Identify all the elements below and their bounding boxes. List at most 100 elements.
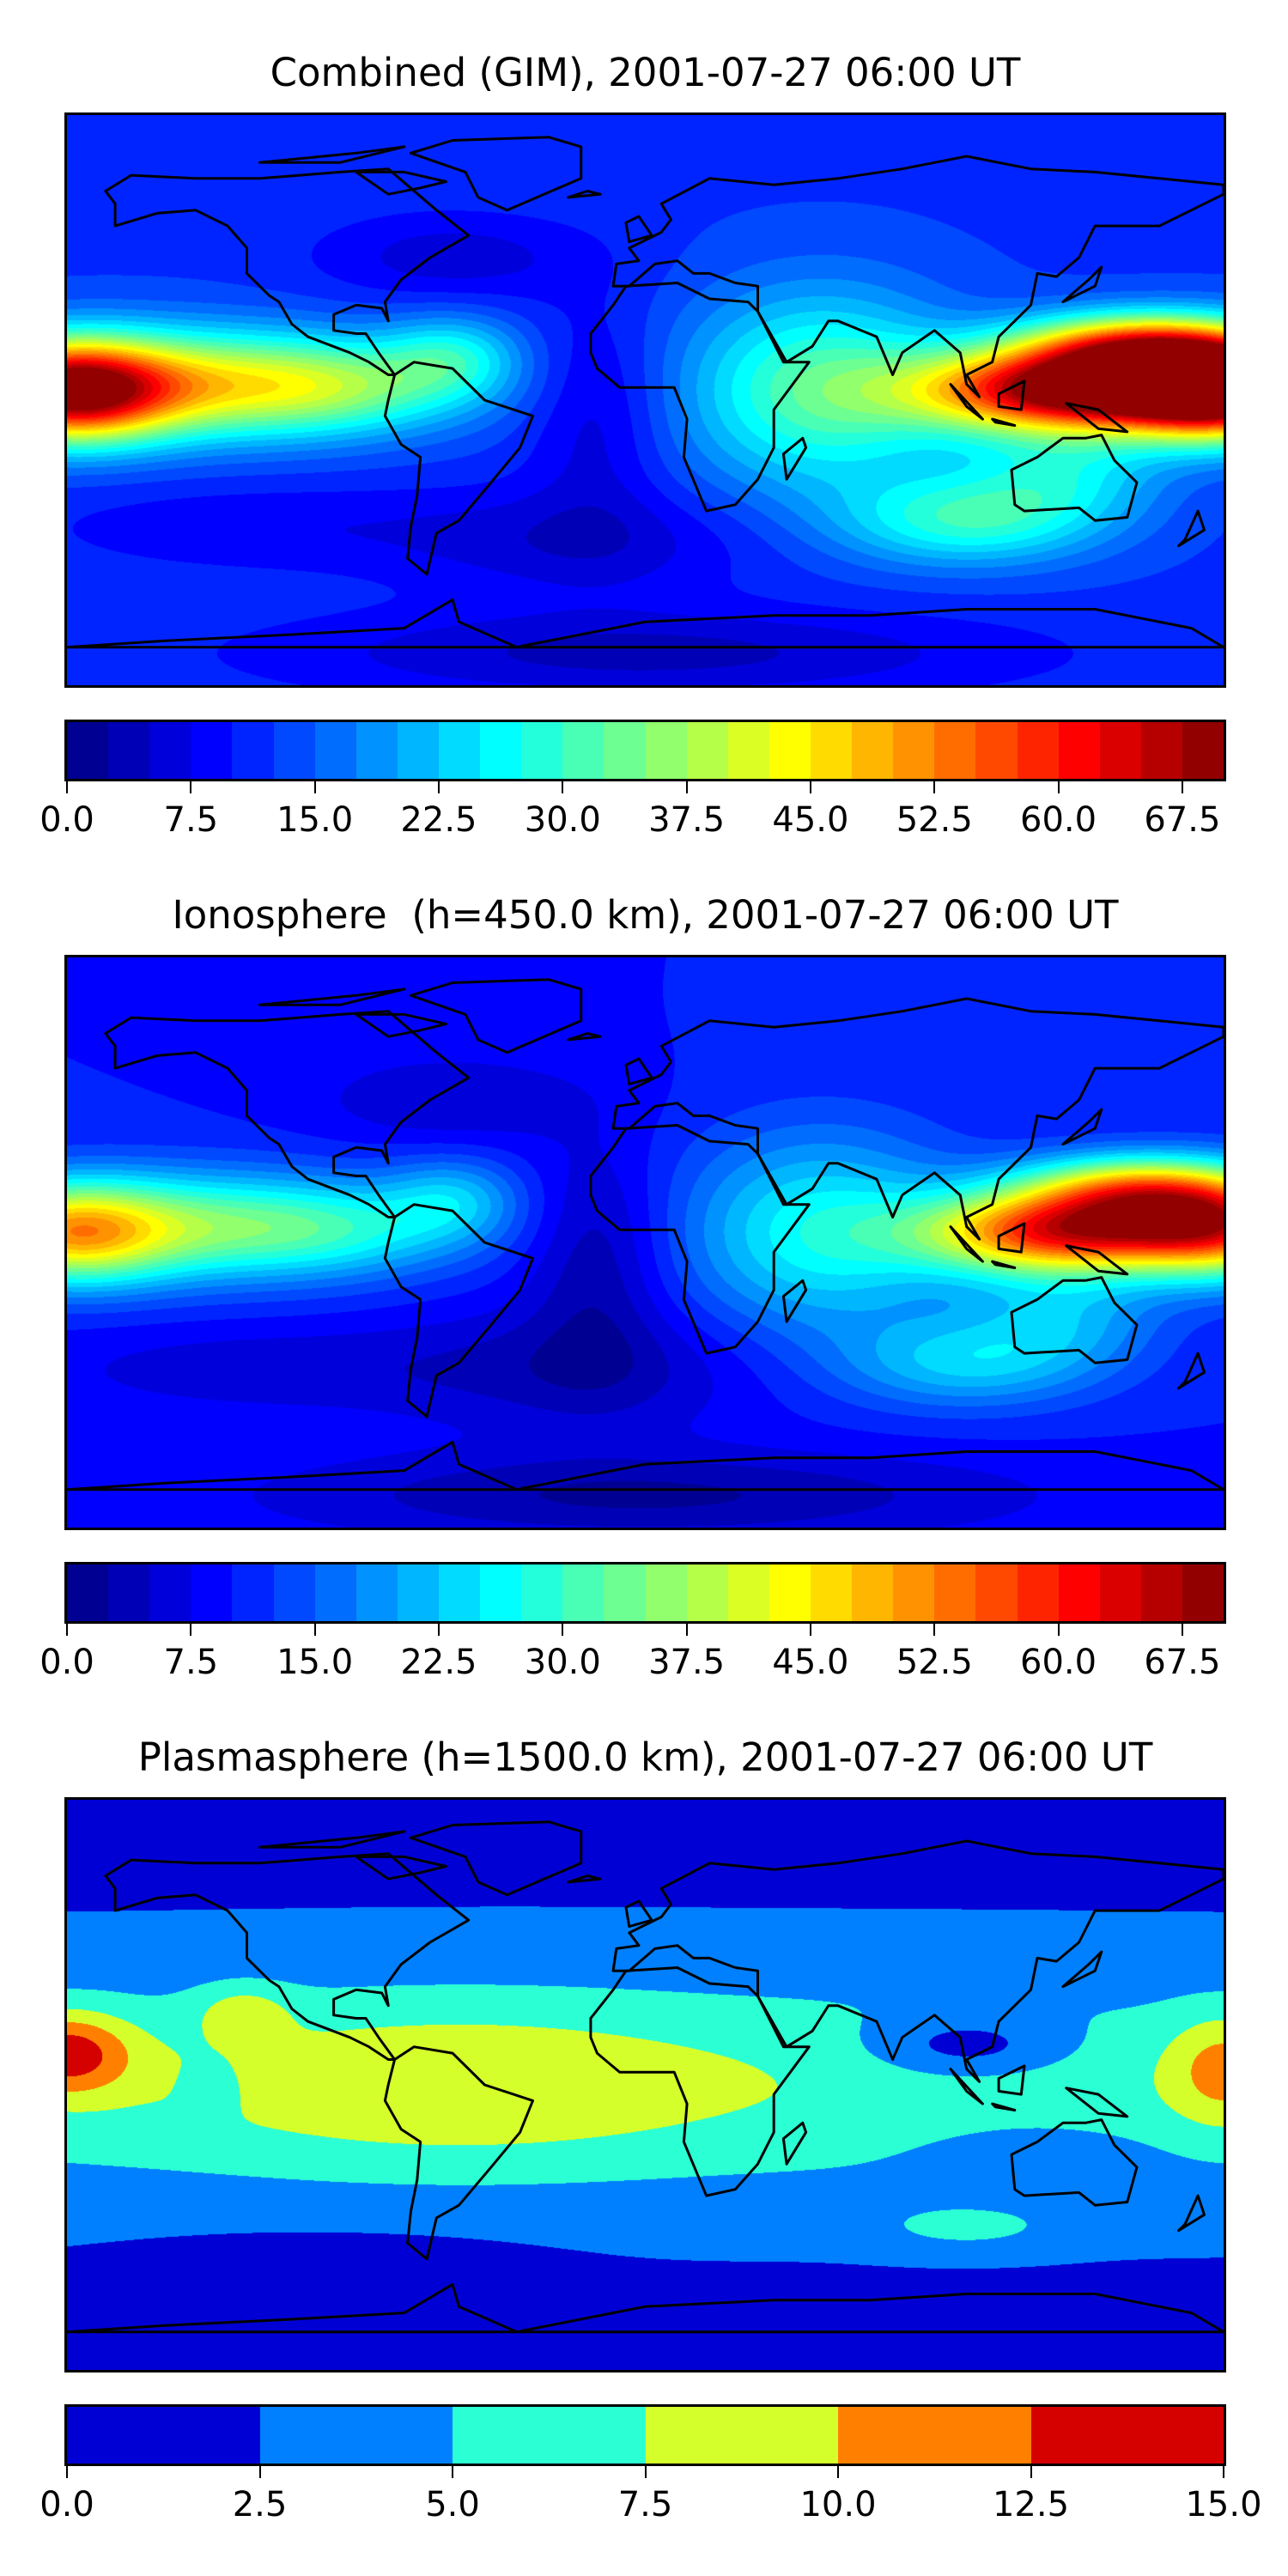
colorbar-segment bbox=[314, 722, 356, 779]
coastline bbox=[611, 155, 1224, 398]
colorbar-tick-label: 15.0 bbox=[276, 1643, 354, 1682]
colorbar-segment bbox=[1017, 722, 1059, 779]
colorbar-segment bbox=[686, 1564, 728, 1621]
colorbar-tick-label: 5.0 bbox=[425, 2485, 480, 2524]
colorbar-tick-label: 2.5 bbox=[232, 2485, 288, 2524]
heatmap-field bbox=[67, 1800, 1224, 2370]
colorbar-segment bbox=[453, 2407, 646, 2464]
coastline bbox=[589, 1124, 811, 1355]
colorbar-segment bbox=[397, 1564, 439, 1621]
coastline bbox=[409, 136, 583, 212]
colorbar-tick-label: 60.0 bbox=[1020, 800, 1097, 840]
colorbar-tick-mark bbox=[66, 781, 68, 793]
coastline bbox=[1010, 1276, 1139, 1364]
colorbar-tick-mark bbox=[66, 1624, 68, 1636]
colorbar-segment bbox=[273, 1564, 315, 1621]
colorbar-tick-mark bbox=[437, 1624, 440, 1636]
colorbar-segment bbox=[191, 722, 233, 779]
chart-title: Plasmasphere (h=1500.0 km), 2001-07-27 0… bbox=[137, 1735, 1153, 1780]
colorbar-tick-mark bbox=[562, 781, 564, 793]
colorbar-segment bbox=[934, 1564, 976, 1621]
colorbar-tick-mark bbox=[1057, 781, 1060, 793]
colorbar-segment bbox=[934, 722, 976, 779]
colorbar-segment bbox=[438, 1564, 481, 1621]
coastline bbox=[355, 1855, 447, 1880]
colorbar bbox=[64, 2404, 1226, 2466]
colorbar-tick-label: 7.5 bbox=[163, 1643, 219, 1682]
colorbar-segment bbox=[1099, 722, 1141, 779]
coastline bbox=[355, 1012, 447, 1038]
coastline bbox=[624, 1057, 653, 1086]
colorbar-tick-label: 37.5 bbox=[648, 1643, 726, 1682]
colorbar-tick-label: 7.5 bbox=[163, 800, 219, 840]
coastline bbox=[781, 2121, 808, 2166]
coastlines bbox=[67, 136, 1224, 649]
colorbar bbox=[64, 1562, 1226, 1624]
colorbar-tick-label: 0.0 bbox=[39, 1643, 94, 1682]
colorbar-tick-label: 0.0 bbox=[39, 2485, 94, 2524]
colorbar-tick-mark bbox=[66, 2466, 68, 2478]
colorbar-tick-label: 67.5 bbox=[1144, 800, 1221, 840]
colorbar-segment bbox=[727, 1564, 769, 1621]
coastline bbox=[1061, 1950, 1103, 1989]
coastline bbox=[781, 436, 808, 481]
colorbar-tick-label: 7.5 bbox=[617, 2485, 673, 2524]
colorbar-segment bbox=[769, 1564, 811, 1621]
colorbar-segment bbox=[1030, 2407, 1224, 2464]
colorbar-segment bbox=[397, 722, 439, 779]
colorbar-segment bbox=[810, 1564, 853, 1621]
coastline bbox=[104, 167, 471, 376]
coastline bbox=[409, 1820, 583, 1897]
coastline bbox=[781, 1279, 808, 1323]
colorbar-segment bbox=[67, 722, 109, 779]
coastline bbox=[567, 190, 602, 199]
colorbar-segment bbox=[314, 1564, 356, 1621]
colorbar-ticks: 0.0 2.5 5.0 7.5 10.0 12.5 15.0 bbox=[39, 2464, 1262, 2532]
coastline bbox=[991, 1260, 1017, 1269]
coastline bbox=[624, 215, 653, 244]
colorbar-tick-mark bbox=[1181, 1624, 1183, 1636]
colorbar-ticks: 0.0 7.5 15.0 22.5 30.0 37.5 45.0 52.5 60.0 67.5 bbox=[39, 779, 1224, 848]
colorbar-tick-label: 60.0 bbox=[1020, 1643, 1097, 1682]
colorbar-segment bbox=[438, 722, 481, 779]
colorbar-segment bbox=[232, 1564, 274, 1621]
coastline bbox=[949, 1225, 984, 1263]
colorbar-segment bbox=[521, 722, 563, 779]
colorbar-segment bbox=[645, 1564, 687, 1621]
colorbar-segment bbox=[67, 2407, 260, 2464]
coastline bbox=[258, 145, 406, 164]
colorbar-segment bbox=[480, 1564, 522, 1621]
coastline bbox=[1065, 1244, 1129, 1276]
panel-plasmasphere: Plasmasphere (h=1500.0 km), 2001-07-27 0… bbox=[0, 1685, 1288, 2527]
colorbar-tick-mark bbox=[437, 781, 440, 793]
colorbar-tick-mark bbox=[1181, 781, 1183, 793]
coastline bbox=[997, 1222, 1026, 1254]
coastline bbox=[589, 1966, 811, 2197]
colorbar-tick-label: 15.0 bbox=[276, 800, 354, 840]
colorbar-tick-mark bbox=[1223, 2466, 1224, 2478]
coastlines bbox=[67, 978, 1224, 1492]
colorbar-tick-label: 45.0 bbox=[772, 800, 849, 840]
colorbar-segment bbox=[355, 722, 398, 779]
coastlines bbox=[67, 1820, 1224, 2334]
colorbar-segment bbox=[604, 722, 646, 779]
colorbar-ticks: 0.0 7.5 15.0 22.5 30.0 37.5 45.0 52.5 60.0 67.5 bbox=[39, 1621, 1224, 1690]
colorbar-segment bbox=[604, 1564, 646, 1621]
colorbar-segment bbox=[562, 1564, 605, 1621]
colorbar-segment bbox=[686, 722, 728, 779]
coastline bbox=[355, 170, 447, 196]
colorbar-tick-label: 45.0 bbox=[772, 1643, 849, 1682]
colorbar-segment bbox=[1058, 1564, 1100, 1621]
coastline bbox=[1177, 509, 1206, 548]
colorbar-segment bbox=[838, 2407, 1031, 2464]
colorbar-segment bbox=[108, 1564, 150, 1621]
coastline bbox=[991, 2102, 1017, 2111]
colorbar-segment bbox=[521, 1564, 563, 1621]
map-plot bbox=[64, 1797, 1226, 2372]
colorbar-tick-mark bbox=[190, 781, 192, 793]
colorbar-tick-mark bbox=[1030, 2466, 1032, 2478]
colorbar-tick-mark bbox=[313, 781, 316, 793]
colorbar-segment bbox=[852, 1564, 894, 1621]
coastline bbox=[567, 1874, 602, 1884]
colorbar-tick-mark bbox=[933, 781, 936, 793]
